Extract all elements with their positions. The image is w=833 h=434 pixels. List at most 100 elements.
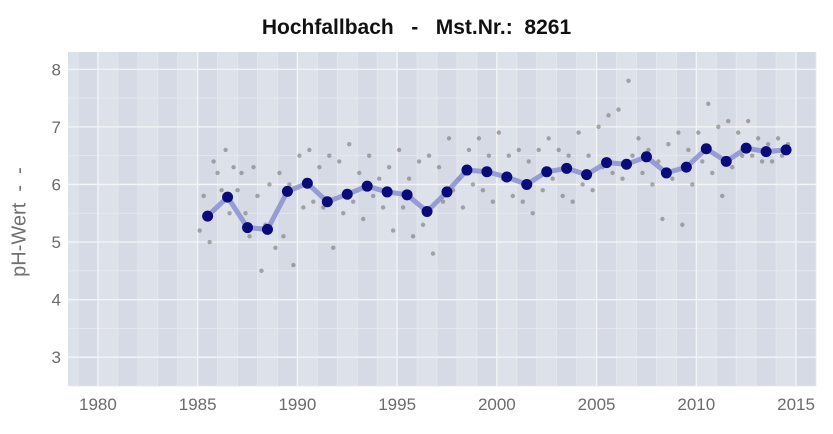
sample-point	[460, 205, 466, 210]
sample-point	[446, 136, 452, 141]
mean-point	[321, 196, 333, 208]
mean-point	[202, 210, 214, 222]
year-band	[437, 52, 457, 386]
year-band	[796, 52, 816, 386]
sample-point	[400, 205, 406, 210]
sample-point	[540, 188, 545, 193]
sample-point	[620, 176, 625, 181]
sample-point	[215, 170, 220, 176]
sample-point	[231, 164, 236, 170]
sample-point	[730, 164, 735, 170]
y-tick-label: 3	[52, 348, 61, 367]
sample-point	[546, 136, 551, 141]
sample-point	[273, 245, 278, 250]
mean-point	[640, 151, 652, 163]
mean-point	[361, 180, 373, 192]
sample-point	[670, 176, 675, 181]
mean-point	[401, 189, 413, 201]
sample-point	[311, 199, 316, 204]
mean-point	[222, 191, 234, 203]
grid-lines	[68, 52, 817, 387]
sample-point	[749, 153, 755, 158]
mean-point	[740, 142, 752, 154]
year-band	[556, 52, 577, 386]
mean-point	[680, 161, 692, 173]
sample-point	[626, 78, 631, 83]
sample-point	[251, 164, 256, 170]
sample-point	[235, 188, 240, 193]
sample-point	[510, 193, 516, 199]
sample-point	[590, 188, 595, 193]
sample-point	[636, 136, 641, 141]
x-tick-label: 1990	[278, 395, 316, 414]
sample-point	[506, 153, 512, 158]
chart-title: Hochfallbach - Mst.Nr.: 8261	[261, 16, 572, 39]
sample-point	[396, 147, 402, 153]
sample-point	[536, 147, 541, 153]
sample-point	[277, 170, 282, 176]
sample-point	[646, 147, 651, 153]
sample-point	[706, 101, 711, 107]
sample-point	[201, 193, 206, 199]
sample-point	[287, 182, 292, 187]
sample-point	[710, 170, 715, 176]
year-band	[357, 52, 378, 386]
year-band	[516, 52, 537, 386]
sample-point	[376, 176, 382, 181]
year-band	[77, 52, 98, 386]
sample-point	[696, 130, 701, 135]
mean-point	[261, 223, 273, 235]
sample-point	[720, 193, 725, 199]
sample-point	[526, 159, 531, 164]
x-tick-label: 2000	[478, 395, 516, 414]
sample-point	[297, 153, 302, 158]
sample-point	[686, 147, 691, 153]
year-band	[237, 52, 258, 386]
mean-point	[601, 157, 613, 169]
plot-background	[68, 52, 816, 386]
sample-point	[416, 159, 422, 164]
y-tick-label: 6	[52, 175, 61, 194]
sample-point	[566, 153, 571, 158]
sample-point	[361, 216, 366, 222]
sample-point	[410, 234, 416, 239]
y-tick-label: 4	[52, 291, 61, 310]
sample-point	[255, 193, 260, 199]
sample-point	[570, 199, 575, 204]
sample-point	[520, 199, 525, 204]
mean-point	[760, 146, 772, 158]
mean-point	[242, 222, 254, 234]
year-band	[157, 52, 178, 386]
x-tick-label: 2005	[578, 395, 616, 414]
sample-point	[476, 136, 482, 141]
sample-point	[239, 170, 244, 176]
mean-point	[461, 164, 473, 176]
sample-point	[759, 159, 765, 164]
y-tick-label: 8	[52, 60, 61, 79]
sample-point	[530, 211, 535, 216]
mean-point	[660, 167, 672, 179]
sample-point	[516, 147, 521, 153]
sample-point	[486, 153, 492, 158]
sample-point	[351, 199, 356, 204]
x-tick-label: 2015	[777, 395, 815, 414]
sample-point	[550, 176, 555, 181]
sample-point	[331, 245, 336, 250]
sample-point	[690, 182, 695, 187]
sample-point	[556, 147, 561, 153]
y-tick-label: 7	[52, 118, 61, 137]
sample-point	[726, 118, 731, 124]
year-band	[676, 52, 697, 386]
mean-points	[202, 142, 792, 235]
sample-point	[496, 130, 502, 135]
sample-point	[420, 222, 426, 227]
mean-point	[421, 206, 433, 218]
y-tick-label: 5	[52, 233, 61, 252]
sample-point	[380, 205, 386, 210]
sample-point	[630, 153, 635, 158]
mean-point	[341, 188, 353, 200]
x-tick-label: 1995	[378, 395, 416, 414]
year-band	[397, 52, 418, 386]
sample-point	[259, 268, 264, 274]
sample-point	[606, 113, 611, 118]
